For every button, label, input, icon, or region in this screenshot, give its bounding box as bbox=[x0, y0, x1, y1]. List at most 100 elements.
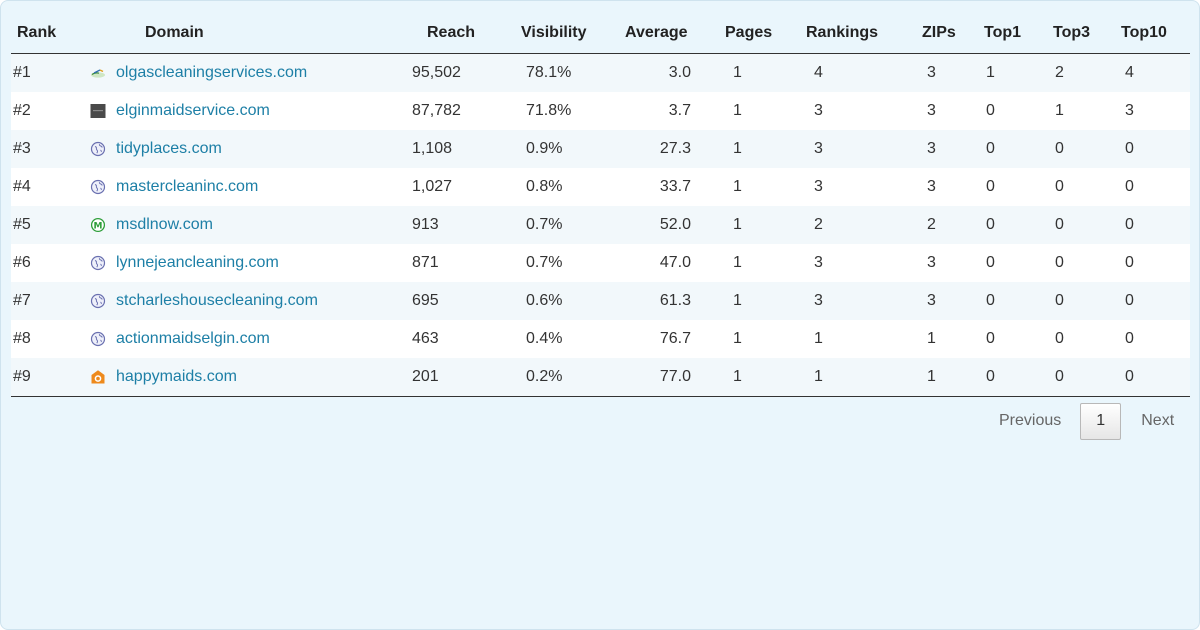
domain-wrapper: elginmaidservice.com bbox=[89, 102, 411, 120]
globe-icon bbox=[90, 141, 106, 157]
pages-cell: 1 bbox=[733, 64, 742, 81]
header-domain[interactable]: Domain bbox=[89, 13, 411, 54]
visibility-cell: 0.9% bbox=[526, 140, 563, 157]
visibility-cell: 0.2% bbox=[516, 358, 621, 397]
domain-link[interactable]: tidyplaces.com bbox=[116, 140, 222, 157]
table-row[interactable]: #2 elginmaidservice.com 87,782 71.8% 3.7 1 3 3 0… bbox=[11, 92, 1190, 130]
header-zips[interactable]: ZIPs bbox=[909, 13, 971, 54]
dark-square-logo-icon bbox=[90, 103, 106, 119]
table-row[interactable]: #4 mastercleaninc.com 1,027 0.8% 33.7 1 3 3 0 0 0 bbox=[11, 168, 1190, 206]
visibility-cell: 0.4% bbox=[526, 330, 563, 347]
top1-cell: 0 bbox=[986, 292, 995, 309]
rankings-cell: 3 bbox=[814, 140, 823, 157]
table-header: Rank Domain Reach Visibility Average Pag… bbox=[11, 13, 1190, 54]
header-pages[interactable]: Pages bbox=[719, 13, 799, 54]
table-row[interactable]: #1 olgascleaningservices.com 95,502 78.1% 3.… bbox=[11, 53, 1190, 93]
pages-cell: 1 bbox=[719, 358, 799, 397]
rank-cell: #8 bbox=[13, 330, 31, 347]
rank-cell: #7 bbox=[13, 292, 31, 309]
table-body: #1 olgascleaningservices.com 95,502 78.1% 3.… bbox=[11, 53, 1190, 397]
rank-cell: #9 bbox=[11, 358, 89, 397]
average-cell: 3.7 bbox=[668, 102, 691, 119]
table-row[interactable]: #3 tidyplaces.com 1,108 0.9% 27.3 1 3 3 0 0 0 bbox=[11, 130, 1190, 168]
reach-cell: 1,108 bbox=[412, 140, 453, 157]
domain-cell: elginmaidservice.com bbox=[89, 92, 411, 130]
top3-cell: 1 bbox=[1055, 102, 1064, 119]
top1-cell: 0 bbox=[986, 330, 995, 347]
domain-link[interactable]: happymaids.com bbox=[116, 368, 237, 385]
header-reach[interactable]: Reach bbox=[411, 13, 516, 54]
domain-link[interactable]: actionmaidselgin.com bbox=[116, 330, 270, 347]
top1-cell: 0 bbox=[986, 140, 995, 157]
domain-link[interactable]: msdlnow.com bbox=[116, 216, 213, 233]
previous-page-button[interactable]: Previous bbox=[999, 412, 1062, 429]
header-rank[interactable]: Rank bbox=[11, 13, 89, 54]
domain-link[interactable]: elginmaidservice.com bbox=[116, 102, 270, 119]
rankings-cell: 1 bbox=[814, 330, 823, 347]
orange-house-logo-icon bbox=[90, 369, 106, 385]
top10-cell: 4 bbox=[1125, 64, 1134, 81]
average-cell: 61.3 bbox=[659, 292, 691, 309]
pages-cell: 1 bbox=[733, 178, 742, 195]
average-cell: 33.7 bbox=[659, 178, 691, 195]
rankings-cell: 4 bbox=[814, 64, 823, 81]
header-average[interactable]: Average bbox=[621, 13, 719, 54]
rank-cell: #2 bbox=[13, 102, 31, 119]
top3-cell: 0 bbox=[1055, 178, 1064, 195]
domain-link[interactable]: mastercleaninc.com bbox=[116, 178, 259, 195]
rank-cell: #5 bbox=[13, 216, 31, 233]
reach-cell: 1,027 bbox=[412, 178, 453, 195]
domain-wrapper: happymaids.com bbox=[89, 368, 411, 386]
table-row[interactable]: #8 actionmaidselgin.com 463 0.4% 76.7 1 1 1 0 0 0 bbox=[11, 320, 1190, 358]
header-visibility[interactable]: Visibility bbox=[516, 13, 621, 54]
domain-wrapper: lynnejeancleaning.com bbox=[89, 254, 411, 272]
zips-cell: 3 bbox=[927, 254, 936, 271]
pages-cell: 1 bbox=[733, 292, 742, 309]
header-top3[interactable]: Top3 bbox=[1040, 13, 1108, 54]
visibility-cell: 0.6% bbox=[526, 292, 563, 309]
top1-cell: 0 bbox=[986, 254, 995, 271]
top3-cell: 0 bbox=[1055, 330, 1064, 347]
rankings-cell: 3 bbox=[814, 254, 823, 271]
globe-icon bbox=[90, 255, 106, 271]
table-row[interactable]: #7 stcharleshousecleaning.com 695 0.6% 61.3 1… bbox=[11, 282, 1190, 320]
reach-cell: 95,502 bbox=[412, 64, 461, 81]
page-1-button[interactable]: 1 bbox=[1080, 402, 1122, 440]
domain-link[interactable]: lynnejeancleaning.com bbox=[116, 254, 279, 271]
rank-cell: #6 bbox=[13, 254, 31, 271]
header-rankings[interactable]: Rankings bbox=[799, 13, 909, 54]
table-row[interactable]: #9 happymaids.com 201 0.2% 77.0 1 1 1 0 0 0 bbox=[11, 358, 1190, 397]
next-page-button[interactable]: Next bbox=[1141, 412, 1175, 429]
top1-cell: 0 bbox=[986, 102, 995, 119]
zips-cell: 1 bbox=[927, 330, 936, 347]
pages-cell: 1 bbox=[733, 254, 742, 271]
top10-cell: 0 bbox=[1125, 216, 1134, 233]
top3-cell: 0 bbox=[1055, 140, 1064, 157]
rank-cell: #4 bbox=[13, 178, 31, 195]
visibility-cell: 0.8% bbox=[526, 178, 563, 195]
domain-cell: stcharleshousecleaning.com bbox=[89, 282, 411, 320]
rankings-cell: 1 bbox=[799, 358, 909, 397]
domain-cell: happymaids.com bbox=[89, 358, 411, 397]
visibility-cell: 71.8% bbox=[526, 102, 572, 119]
domain-cell: actionmaidselgin.com bbox=[89, 320, 411, 358]
header-top1[interactable]: Top1 bbox=[971, 13, 1040, 54]
domain-link[interactable]: stcharleshousecleaning.com bbox=[116, 292, 318, 309]
top10-cell: 0 bbox=[1125, 140, 1134, 157]
broom-logo-icon bbox=[90, 65, 106, 81]
rank-cell: #3 bbox=[13, 140, 31, 157]
pages-cell: 1 bbox=[733, 216, 742, 233]
svg-text:M: M bbox=[94, 221, 103, 231]
zips-cell: 2 bbox=[927, 216, 936, 233]
top10-cell: 0 bbox=[1125, 178, 1134, 195]
domain-link[interactable]: olgascleaningservices.com bbox=[116, 64, 308, 81]
header-top10[interactable]: Top10 bbox=[1108, 13, 1190, 54]
rankings-cell: 3 bbox=[814, 292, 823, 309]
table-row[interactable]: #6 lynnejeancleaning.com 871 0.7% 47.0 1 3 3 0 0 0 bbox=[11, 244, 1190, 282]
domain-cell: olgascleaningservices.com bbox=[89, 54, 411, 93]
domain-cell: mastercleaninc.com bbox=[89, 168, 411, 206]
top10-cell: 0 bbox=[1125, 330, 1134, 347]
average-cell: 76.7 bbox=[659, 330, 691, 347]
